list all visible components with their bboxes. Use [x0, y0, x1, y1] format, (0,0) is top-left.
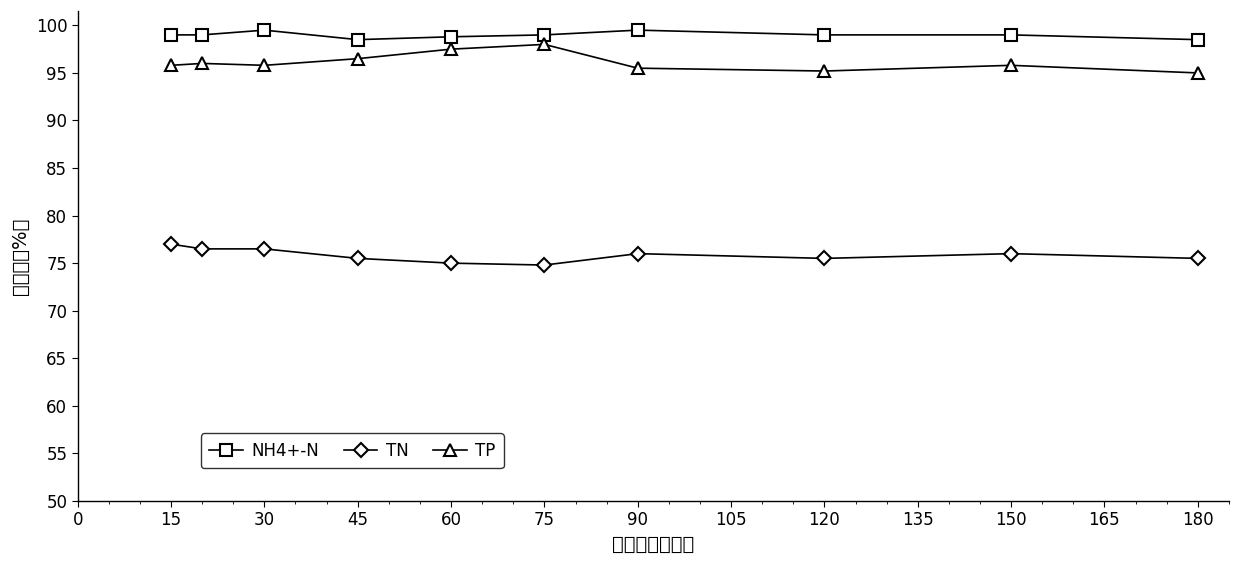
NH4+-N — [164, 32, 179, 38]
Y-axis label: 去除率（%）: 去除率（%） — [11, 218, 30, 295]
TP — [630, 65, 645, 72]
TN — [1003, 250, 1018, 257]
TP — [444, 46, 459, 53]
TN — [257, 245, 272, 252]
NH4+-N — [630, 27, 645, 33]
NH4+-N — [537, 32, 552, 38]
TP — [537, 41, 552, 48]
NH4+-N — [195, 32, 210, 38]
TN — [444, 260, 459, 267]
NH4+-N — [1003, 32, 1018, 38]
TN — [1190, 255, 1205, 262]
TN — [537, 262, 552, 268]
TP — [164, 62, 179, 69]
TP — [350, 55, 365, 62]
TP — [1003, 62, 1018, 69]
NH4+-N — [817, 32, 832, 38]
NH4+-N — [1190, 36, 1205, 43]
TP — [1190, 69, 1205, 76]
NH4+-N — [444, 33, 459, 40]
TN — [350, 255, 365, 262]
NH4+-N — [350, 36, 365, 43]
TP — [257, 62, 272, 69]
TN — [164, 241, 179, 247]
Legend: NH4+-N, TN, TP: NH4+-N, TN, TP — [201, 433, 503, 468]
Line: TN: TN — [166, 239, 1203, 270]
Line: TP: TP — [165, 39, 1203, 79]
Line: NH4+-N: NH4+-N — [165, 24, 1203, 45]
NH4+-N — [257, 27, 272, 33]
TP — [817, 68, 832, 75]
X-axis label: 运行时间（天）: 运行时间（天） — [613, 535, 694, 554]
TN — [195, 245, 210, 252]
TP — [195, 60, 210, 67]
TN — [817, 255, 832, 262]
TN — [630, 250, 645, 257]
